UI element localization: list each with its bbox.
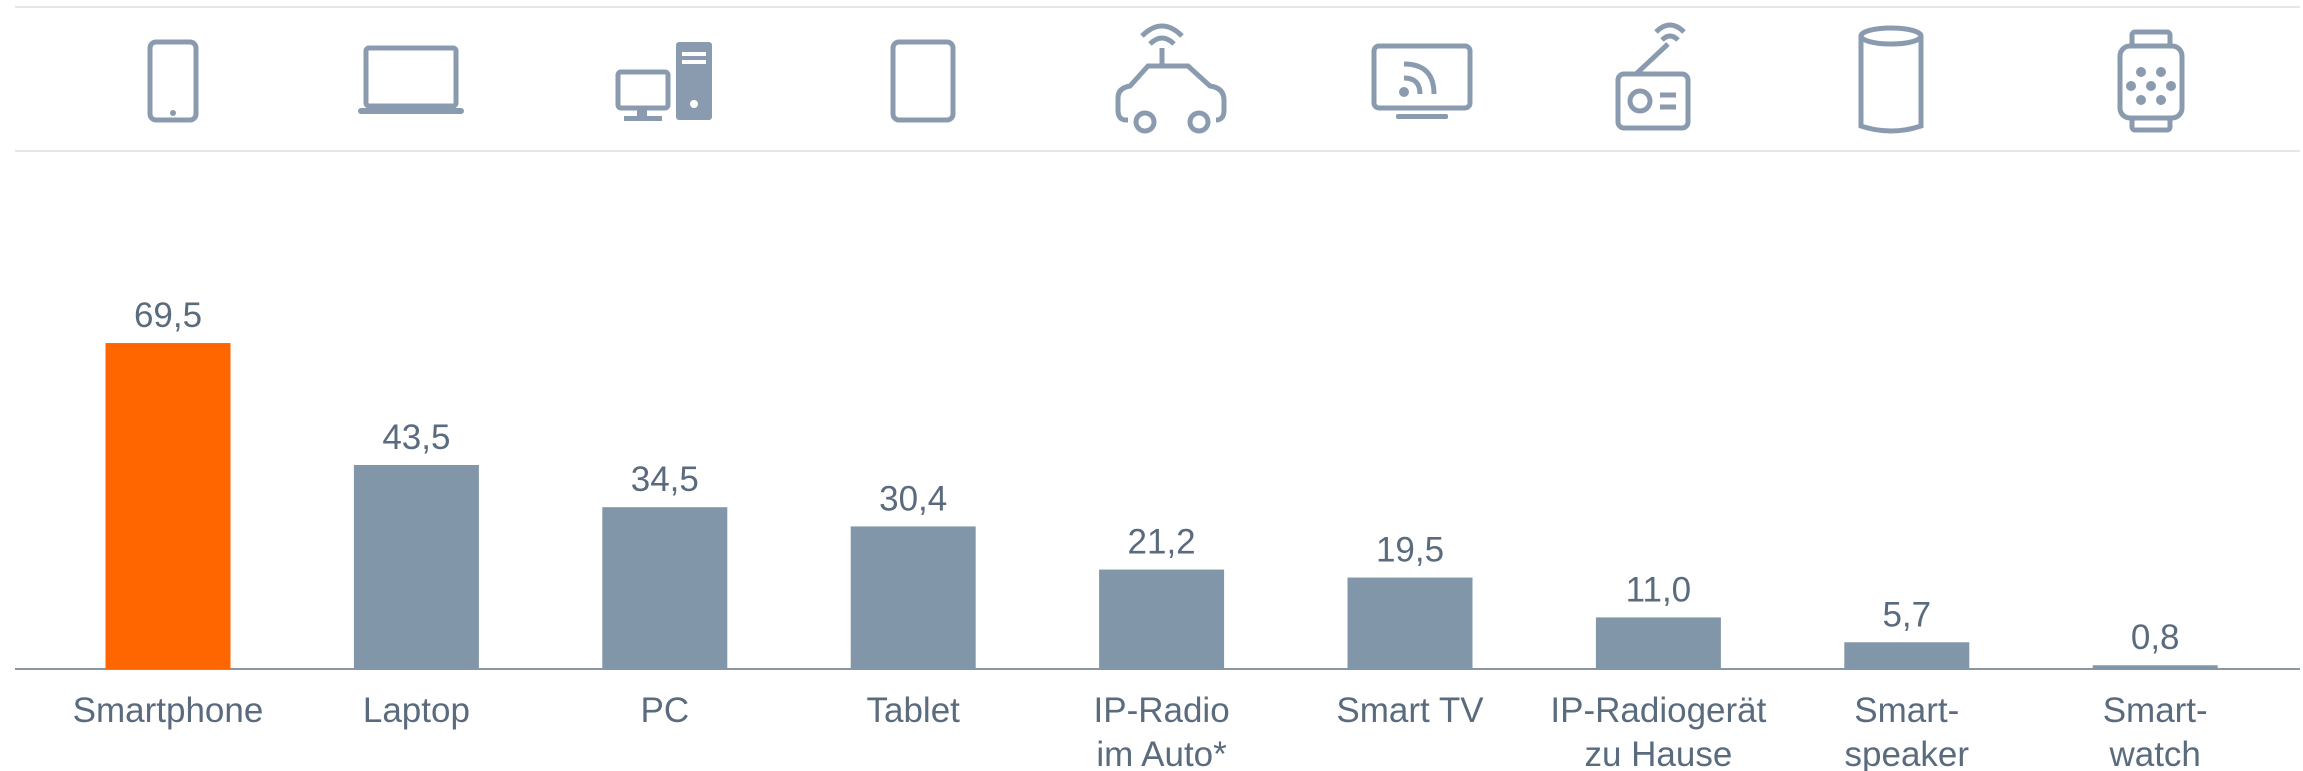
- bar: [1595, 617, 1721, 669]
- bar: [1844, 642, 1970, 669]
- value-label: 43,5: [382, 418, 450, 457]
- value-label: 5,7: [1882, 595, 1931, 634]
- icon-smart-speaker: [1858, 25, 1924, 134]
- value-label: 11,0: [1626, 570, 1692, 609]
- value-label: 69,5: [134, 296, 202, 335]
- icon-smartphone: [147, 39, 199, 123]
- value-label: 0,8: [2131, 618, 2180, 657]
- x-tick-label: Smart TV: [1336, 691, 1484, 730]
- x-tick-label: IP-Radio im Auto*: [1094, 691, 1230, 771]
- x-tick-label: Smartphone: [73, 691, 264, 730]
- bar: [1347, 577, 1473, 669]
- value-label: 30,4: [879, 479, 947, 518]
- x-tick-label: Laptop: [363, 691, 470, 730]
- icon-laptop: [358, 45, 464, 114]
- x-tick-label: IP-Radiogerät zu Hause: [1550, 691, 1766, 771]
- icon-radio: [1615, 22, 1691, 131]
- bar: [2092, 665, 2218, 669]
- value-label: 34,5: [631, 460, 699, 499]
- value-label: 21,2: [1128, 523, 1196, 562]
- x-tick-label: PC: [640, 691, 689, 730]
- bar: [1099, 569, 1225, 669]
- value-label: 19,5: [1376, 531, 1444, 570]
- icons: [147, 22, 2185, 134]
- x-tick-label: Smart-watch: [2103, 691, 2208, 771]
- icon-smartwatch: [2117, 29, 2185, 133]
- x-tick-label: Smart-speaker: [1845, 691, 1970, 771]
- x-tick-label: Tablet: [866, 691, 960, 730]
- bar: [353, 464, 479, 669]
- icon-tablet: [890, 39, 956, 123]
- bar: [105, 343, 231, 669]
- icon-car-radio: [1115, 23, 1227, 134]
- bar: [602, 507, 728, 669]
- bar: [850, 526, 976, 669]
- icon-pc: [615, 42, 712, 121]
- icon-smart-tv: [1371, 43, 1473, 119]
